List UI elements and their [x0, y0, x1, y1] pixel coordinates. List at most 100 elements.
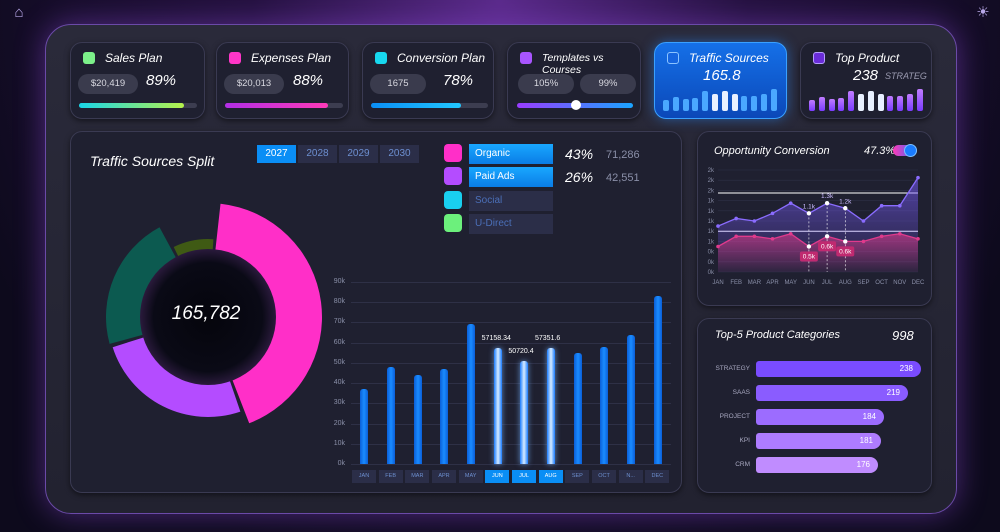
legend-paid-ads-button[interactable]: Paid Ads	[469, 167, 553, 187]
year-2030-button[interactable]: 2030	[380, 145, 419, 163]
bar-feb[interactable]	[387, 366, 395, 464]
series-point[interactable]	[734, 216, 738, 221]
year-2027-button[interactable]: 2027	[257, 145, 296, 163]
kpi-title: Conversion Plan	[397, 51, 486, 65]
data-label-bg	[836, 246, 855, 257]
series-point[interactable]	[752, 219, 757, 223]
kpi-conversion-plan[interactable]: Conversion Plan 1675 78%	[362, 42, 494, 119]
opportunity-toggle[interactable]	[893, 144, 917, 157]
kpi-percent: 89%	[146, 72, 177, 89]
highlight-point[interactable]	[843, 206, 848, 211]
y-tick-label: 30k	[333, 399, 345, 407]
bar-data-label: 50720.4	[508, 348, 534, 356]
series-point[interactable]	[898, 231, 902, 236]
gridline	[351, 302, 671, 304]
kpi-title: Traffic Sources	[689, 51, 769, 65]
series-point[interactable]	[716, 224, 720, 228]
month-filter-apr[interactable]: APR	[432, 470, 456, 483]
organic-percent: 43%	[565, 146, 594, 162]
kpi-sales-plan[interactable]: Sales Plan $20,419 89%	[70, 42, 205, 119]
series-point[interactable]	[898, 203, 902, 208]
legend-social-button[interactable]: Social	[469, 191, 553, 211]
bar-oct[interactable]	[600, 346, 609, 464]
bar-may[interactable]	[467, 324, 475, 464]
category-bar-saas[interactable]: 219	[756, 385, 908, 401]
highlight-point[interactable]	[824, 234, 830, 239]
donut-total: 165,782	[171, 303, 241, 324]
series-point[interactable]	[770, 211, 775, 216]
series-point[interactable]	[788, 201, 793, 205]
top5-total: 998	[892, 328, 914, 343]
highlight-point[interactable]	[824, 200, 830, 206]
month-filter-mar[interactable]: MAR	[405, 470, 430, 483]
category-bar-project[interactable]: 184	[756, 409, 884, 425]
legend-u-direct-button[interactable]: U-Direct	[469, 214, 553, 234]
month-filter-jun[interactable]: JUN	[485, 470, 510, 483]
bar-dec[interactable]	[653, 296, 662, 464]
kpi-expenses-plan[interactable]: Expenses Plan $20,013 88%	[216, 42, 349, 119]
bar-aug[interactable]	[547, 348, 555, 464]
gridline	[351, 282, 671, 283]
bar-mar[interactable]	[413, 375, 422, 464]
bar-jan[interactable]	[360, 389, 369, 464]
kpi-title: Sales Plan	[105, 51, 163, 65]
data-label: 0.6k	[821, 243, 834, 250]
series-point[interactable]	[752, 234, 757, 239]
data-label: 1.2k	[839, 198, 852, 205]
year-2028-button[interactable]: 2028	[298, 145, 337, 163]
traffic-sources-swatch	[667, 52, 679, 64]
month-filter-jan[interactable]: JAN	[352, 470, 376, 483]
series-point[interactable]	[916, 175, 920, 180]
series-point[interactable]	[734, 234, 738, 239]
bar-jul[interactable]	[520, 361, 529, 464]
kpi-top-product[interactable]: Top Product 238 STRATEG	[800, 42, 932, 119]
series-point[interactable]	[879, 203, 884, 208]
series-point[interactable]	[716, 244, 720, 249]
templates-slider-handle[interactable]	[571, 100, 581, 110]
opportunity-conversion-panel: Opportunity Conversion 47.3% 2k 2k 2k 1k 1k 1…	[697, 131, 932, 306]
category-label: SAAS	[732, 389, 750, 396]
series-point[interactable]	[788, 231, 793, 236]
bar-apr[interactable]	[440, 368, 449, 464]
bar-jun[interactable]	[493, 348, 502, 464]
series-point[interactable]	[770, 237, 775, 241]
bar-data-label: 57158.34	[481, 335, 511, 343]
kpi-title: Top Product	[835, 51, 900, 65]
donut-slice-u-direct[interactable]	[173, 239, 214, 258]
highlight-point[interactable]	[806, 244, 812, 249]
donut-slice-social[interactable]	[105, 227, 177, 344]
top-product-swatch	[813, 52, 825, 64]
highlight-point[interactable]	[843, 239, 848, 244]
y-tick-label: 2k	[708, 188, 715, 194]
spark-bar	[692, 98, 699, 111]
year-2029-button[interactable]: 2029	[339, 145, 378, 163]
series-point[interactable]	[861, 239, 866, 244]
sun-icon[interactable]: ☀	[976, 4, 990, 21]
month-filter-sep[interactable]: SEP	[565, 470, 590, 483]
series-point[interactable]	[861, 219, 866, 223]
series-line	[717, 177, 919, 227]
month-filter-oct[interactable]: OCT	[592, 470, 616, 483]
month-filter-jul[interactable]: JUL	[512, 470, 536, 483]
spark-bar	[858, 94, 864, 111]
series-point[interactable]	[879, 234, 884, 239]
highlight-point[interactable]	[806, 211, 812, 216]
month-filter-aug[interactable]: AUG	[538, 470, 563, 483]
bar-n...[interactable]	[627, 334, 635, 464]
series-point[interactable]	[916, 237, 920, 241]
month-filter-may[interactable]: MAY	[458, 470, 483, 483]
legend-organic-button[interactable]: Organic	[469, 144, 553, 164]
x-tick-label: FEB	[730, 280, 742, 286]
category-bar-strategy[interactable]: 238	[756, 361, 921, 377]
month-filter-dec[interactable]: DEC	[645, 470, 670, 483]
category-bar-crm[interactable]: 176	[756, 457, 878, 473]
y-tick-label: 0k	[337, 460, 345, 467]
home-icon[interactable]: ⌂	[14, 4, 24, 21]
bar-sep[interactable]	[573, 352, 582, 464]
gridline	[351, 464, 671, 465]
month-filter-feb[interactable]: FEB	[378, 470, 403, 483]
kpi-traffic-sources[interactable]: Traffic Sources 165.8	[654, 42, 787, 119]
month-filter-n...[interactable]: N...	[618, 470, 643, 483]
category-bar-kpi[interactable]: 181	[756, 433, 881, 449]
kpi-templates-vs-courses[interactable]: Templates vs Courses 105% 99%	[507, 42, 641, 119]
